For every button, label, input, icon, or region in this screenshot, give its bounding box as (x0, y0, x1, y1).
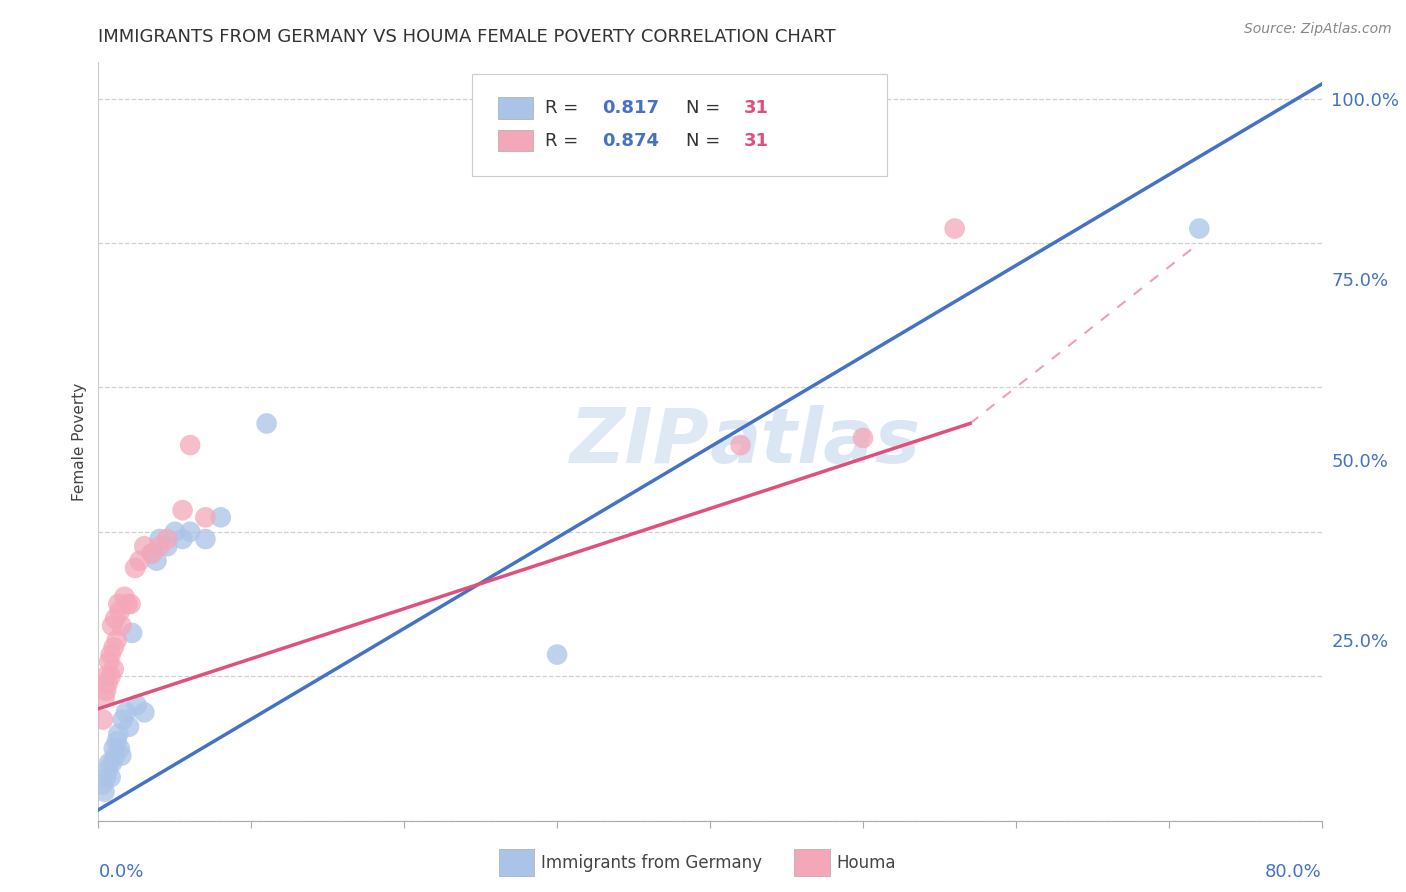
Point (943, 221, 966, 235)
Point (110, 618, 132, 632)
Point (172, 503, 194, 517)
Point (97, 676, 120, 690)
Point (1188, 221, 1211, 235)
Point (118, 720, 141, 734)
FancyBboxPatch shape (498, 130, 533, 151)
Point (194, 532, 217, 546)
Point (94, 770, 117, 784)
Point (156, 539, 179, 553)
Point (93, 785, 115, 799)
Point (209, 510, 232, 524)
FancyBboxPatch shape (498, 97, 533, 119)
Point (108, 741, 131, 756)
Point (97, 763, 120, 777)
Point (111, 713, 134, 727)
Point (105, 633, 128, 648)
Text: 0.0%: 0.0% (98, 863, 143, 881)
Point (125, 698, 148, 712)
Point (256, 417, 278, 431)
Point (105, 734, 128, 748)
Point (94, 669, 117, 683)
Point (115, 706, 138, 720)
Text: R =: R = (546, 131, 583, 150)
Point (120, 597, 142, 611)
Text: 31: 31 (744, 99, 769, 117)
Text: 0.817: 0.817 (602, 99, 659, 117)
Point (163, 524, 186, 539)
Point (103, 741, 125, 756)
Text: N =: N = (686, 99, 725, 117)
Point (104, 748, 127, 763)
Point (172, 532, 194, 546)
Point (179, 524, 201, 539)
Text: 0.874: 0.874 (602, 131, 659, 150)
Point (94, 683, 117, 698)
Point (546, 648, 568, 662)
Point (134, 539, 156, 553)
Point (103, 662, 125, 676)
Text: ZIP: ZIP (571, 405, 710, 478)
Point (91, 778, 114, 792)
Point (124, 561, 146, 575)
FancyBboxPatch shape (471, 74, 887, 177)
Point (107, 727, 129, 741)
Point (107, 597, 129, 611)
Point (101, 756, 124, 770)
Point (100, 648, 122, 662)
Text: R =: R = (546, 99, 583, 117)
Text: atlas: atlas (710, 405, 921, 478)
Point (141, 546, 163, 560)
Bar (794, 849, 830, 876)
Y-axis label: Female Poverty: Female Poverty (72, 383, 87, 500)
Point (149, 539, 172, 553)
Point (100, 669, 122, 683)
Point (110, 748, 132, 763)
Text: Immigrants from Germany: Immigrants from Germany (541, 854, 762, 871)
Point (103, 640, 125, 655)
Point (134, 706, 156, 720)
Point (93, 690, 115, 705)
Point (112, 590, 135, 604)
Point (730, 438, 752, 452)
Point (852, 431, 875, 445)
Point (141, 546, 163, 560)
Text: 31: 31 (744, 131, 769, 150)
Point (117, 597, 139, 611)
Bar (499, 849, 534, 876)
Point (91, 713, 114, 727)
Point (98, 655, 121, 669)
Point (108, 604, 131, 618)
Text: Source: ZipAtlas.com: Source: ZipAtlas.com (1244, 22, 1392, 37)
Text: IMMIGRANTS FROM GERMANY VS HOUMA FEMALE POVERTY CORRELATION CHART: IMMIGRANTS FROM GERMANY VS HOUMA FEMALE … (98, 28, 837, 45)
Point (194, 510, 217, 524)
Point (149, 532, 172, 546)
Point (104, 611, 127, 625)
Point (121, 626, 143, 640)
Text: N =: N = (686, 131, 725, 150)
Point (145, 554, 167, 568)
Point (101, 618, 124, 632)
Point (100, 770, 122, 784)
Point (156, 532, 179, 546)
Text: 80.0%: 80.0% (1265, 863, 1322, 881)
Point (128, 554, 150, 568)
Point (98, 756, 121, 770)
Point (179, 438, 201, 452)
Text: Houma: Houma (837, 854, 896, 871)
